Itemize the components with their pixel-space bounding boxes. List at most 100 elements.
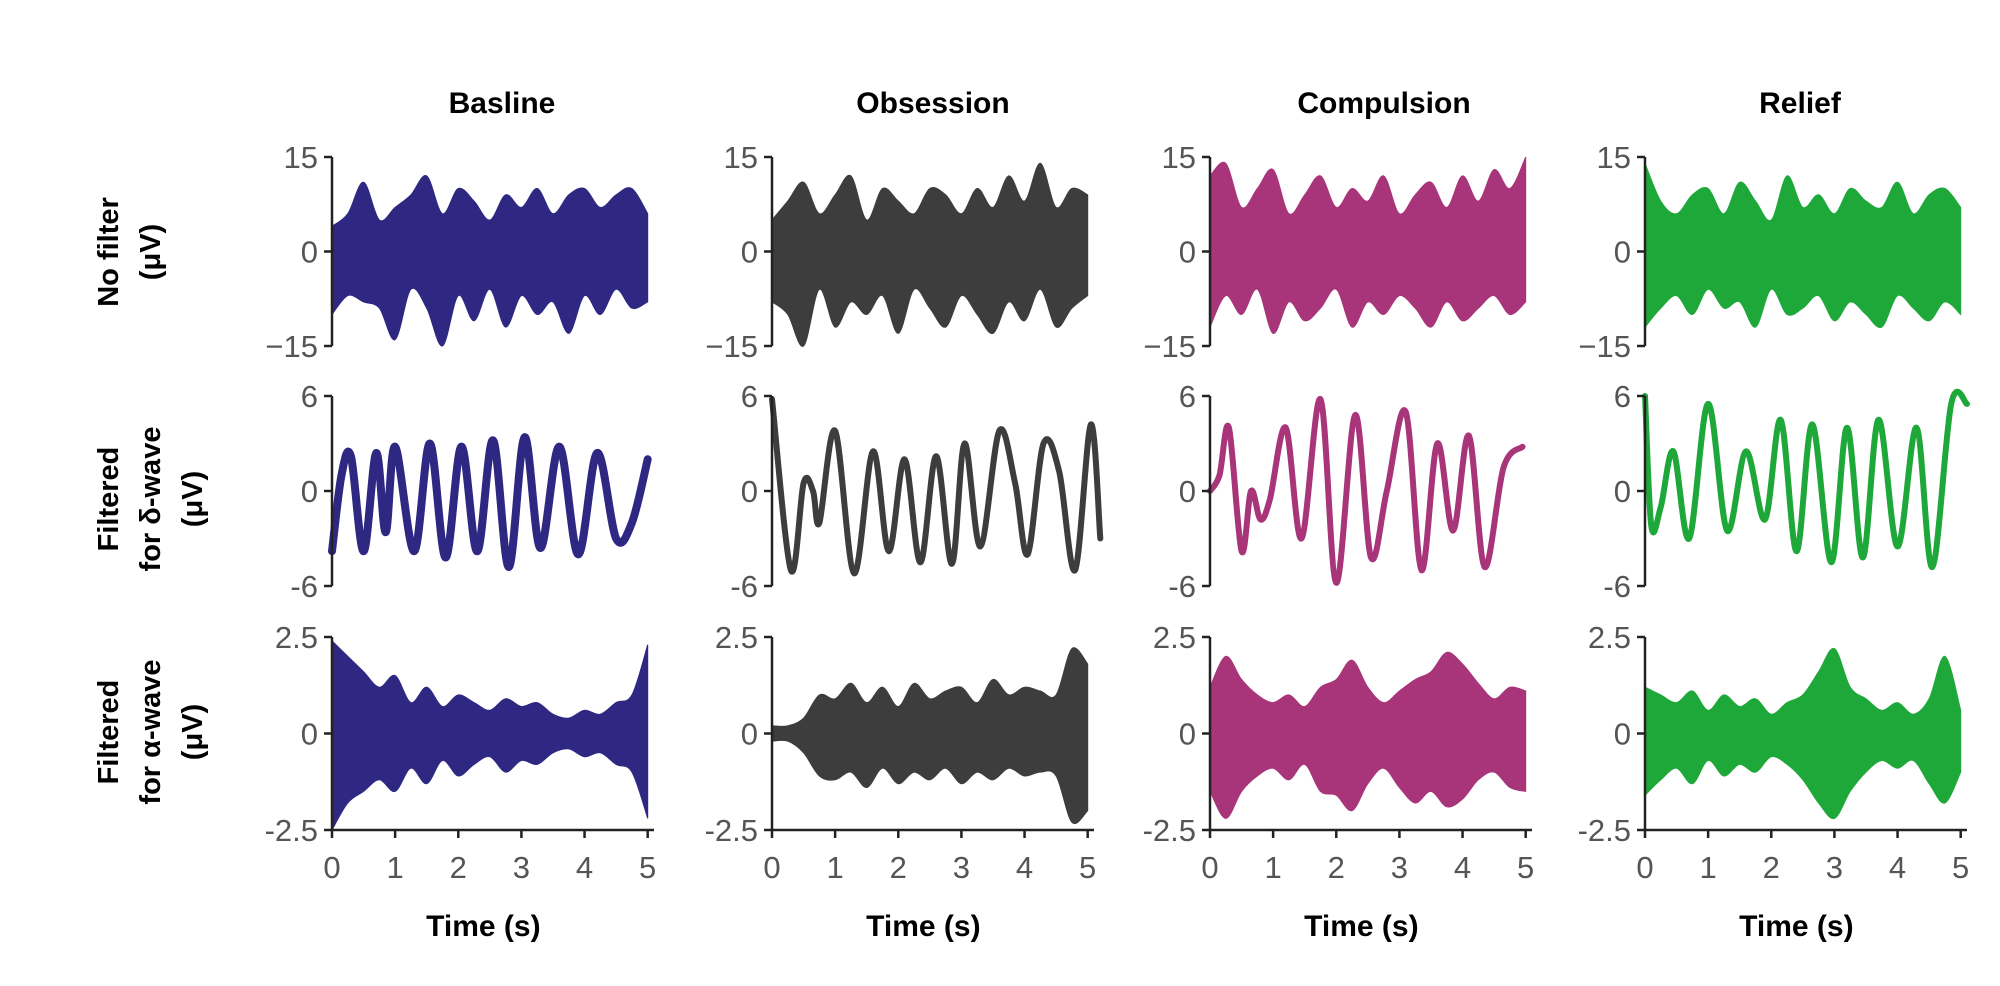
x-tick-label: 1 (1700, 850, 1717, 885)
x-tick-label: 5 (1517, 850, 1534, 885)
series-envelope-basline (331, 639, 649, 832)
x-axis-label: Time (s) (426, 910, 540, 943)
y-tick-label: -2.5 (1143, 813, 1196, 848)
series-envelope-basline (331, 175, 649, 347)
row-label-line: Filtered (93, 680, 125, 785)
row-label-line: for α-wave (135, 659, 167, 804)
x-tick-label: 2 (450, 850, 467, 885)
y-tick-label: 0 (741, 717, 758, 752)
series-line-basline (328, 433, 652, 572)
x-tick-label: 0 (1201, 850, 1218, 885)
series-line-relief (1642, 388, 1970, 571)
x-tick-label: 2 (890, 850, 907, 885)
x-tick-label: 3 (953, 850, 970, 885)
row-label-alpha: Filtered for α-wave (μV) (93, 659, 209, 804)
x-tick-label: 5 (639, 850, 656, 885)
y-tick-label: -6 (290, 569, 318, 604)
y-tick-label: 15 (1162, 140, 1196, 175)
x-tick-label: 3 (513, 850, 530, 885)
x-tick-label: 4 (1454, 850, 1471, 885)
row-label-line: (μV) (177, 471, 209, 527)
panel-delta-obsession: 6 0 -6 (730, 379, 1104, 604)
y-tick-label: 0 (1179, 474, 1196, 509)
y-tick-label: −15 (1578, 329, 1631, 364)
y-tick-label: 15 (724, 140, 758, 175)
series-envelope-obsession (771, 647, 1089, 825)
y-tick-label: 6 (1614, 379, 1631, 414)
y-tick-label: -2.5 (705, 813, 758, 848)
x-tick-label: 0 (323, 850, 340, 885)
panel-raw-relief: 15 0 −15 (1578, 140, 1962, 364)
y-tick-label: 0 (1614, 235, 1631, 270)
row-label-line: Filtered (93, 447, 125, 552)
x-axis-label: Time (s) (866, 910, 980, 943)
x-axis-label: Time (s) (1304, 910, 1418, 943)
y-tick-label: 0 (1614, 474, 1631, 509)
x-tick-label: 4 (1889, 850, 1906, 885)
y-tick-label: 6 (1179, 379, 1196, 414)
panel-raw-compulsion: 15 0 −15 (1143, 140, 1527, 364)
x-tick-label: 2 (1763, 850, 1780, 885)
x-tick-label: 1 (387, 850, 404, 885)
y-tick-label: 15 (1597, 140, 1631, 175)
series-envelope-relief (1644, 648, 1962, 820)
y-tick-label: 15 (284, 140, 318, 175)
column-titles: Basline Obsession Compulsion Relief (449, 87, 1842, 120)
row-label-line: (μV) (177, 704, 209, 760)
y-tick-label: −15 (1143, 329, 1196, 364)
panel-raw-basline: 15 0 −15 (265, 140, 649, 364)
row-label-line: for δ-wave (135, 427, 167, 572)
series-envelope-compulsion (1209, 156, 1527, 334)
y-tick-label: 0 (301, 235, 318, 270)
x-tick-label: 3 (1826, 850, 1843, 885)
y-tick-label: 2.5 (1153, 620, 1196, 655)
x-tick-label: 5 (1079, 850, 1096, 885)
y-tick-label: 0 (1179, 235, 1196, 270)
y-tick-label: 2.5 (275, 620, 318, 655)
x-tick-label: 2 (1328, 850, 1345, 885)
series-line-obsession (769, 396, 1104, 577)
y-tick-label: 6 (741, 379, 758, 414)
column-title-obsession: Obsession (856, 87, 1009, 120)
y-tick-label: 0 (301, 474, 318, 509)
x-tick-label: 4 (1016, 850, 1033, 885)
row-label-delta: Filtered for δ-wave (μV) (93, 427, 209, 572)
panel-raw-obsession: 15 0 −15 (705, 140, 1089, 364)
x-tick-label: 4 (576, 850, 593, 885)
column-title-compulsion: Compulsion (1297, 87, 1470, 120)
series-envelope-compulsion (1209, 651, 1527, 819)
column-title-basline: Basline (449, 87, 556, 120)
row-labels: No filter (μV)Filtered for δ-wave (μV)Filte… (93, 197, 209, 804)
row-label-raw: No filter (μV) (93, 197, 167, 307)
panel-delta-relief: 6 0 -6 (1603, 379, 1970, 604)
x-tick-label: 1 (1265, 850, 1282, 885)
y-tick-label: 0 (741, 474, 758, 509)
x-tick-label: 0 (763, 850, 780, 885)
y-tick-label: −15 (705, 329, 758, 364)
row-label-line: No filter (93, 197, 125, 307)
x-tick-label: 5 (1952, 850, 1969, 885)
y-tick-label: -2.5 (265, 813, 318, 848)
y-tick-label: −15 (265, 329, 318, 364)
y-tick-label: 0 (301, 717, 318, 752)
x-tick-label: 1 (827, 850, 844, 885)
y-tick-label: 0 (741, 235, 758, 270)
panel-delta-basline: 6 0 -6 (290, 379, 652, 604)
y-tick-label: -6 (1168, 569, 1196, 604)
y-tick-label: -2.5 (1578, 813, 1631, 848)
series-line-compulsion (1207, 396, 1526, 586)
x-tick-label: 0 (1636, 850, 1653, 885)
y-tick-label: 0 (1179, 717, 1196, 752)
y-tick-label: 2.5 (715, 620, 758, 655)
y-tick-label: -6 (730, 569, 758, 604)
column-title-relief: Relief (1759, 87, 1842, 120)
panels: 150−15150−15150−15150−1560-660-660-660-6… (265, 140, 1970, 943)
series-envelope-relief (1644, 163, 1962, 329)
y-tick-label: 2.5 (1588, 620, 1631, 655)
x-axis-label: Time (s) (1739, 910, 1853, 943)
series-envelope-obsession (771, 162, 1089, 347)
